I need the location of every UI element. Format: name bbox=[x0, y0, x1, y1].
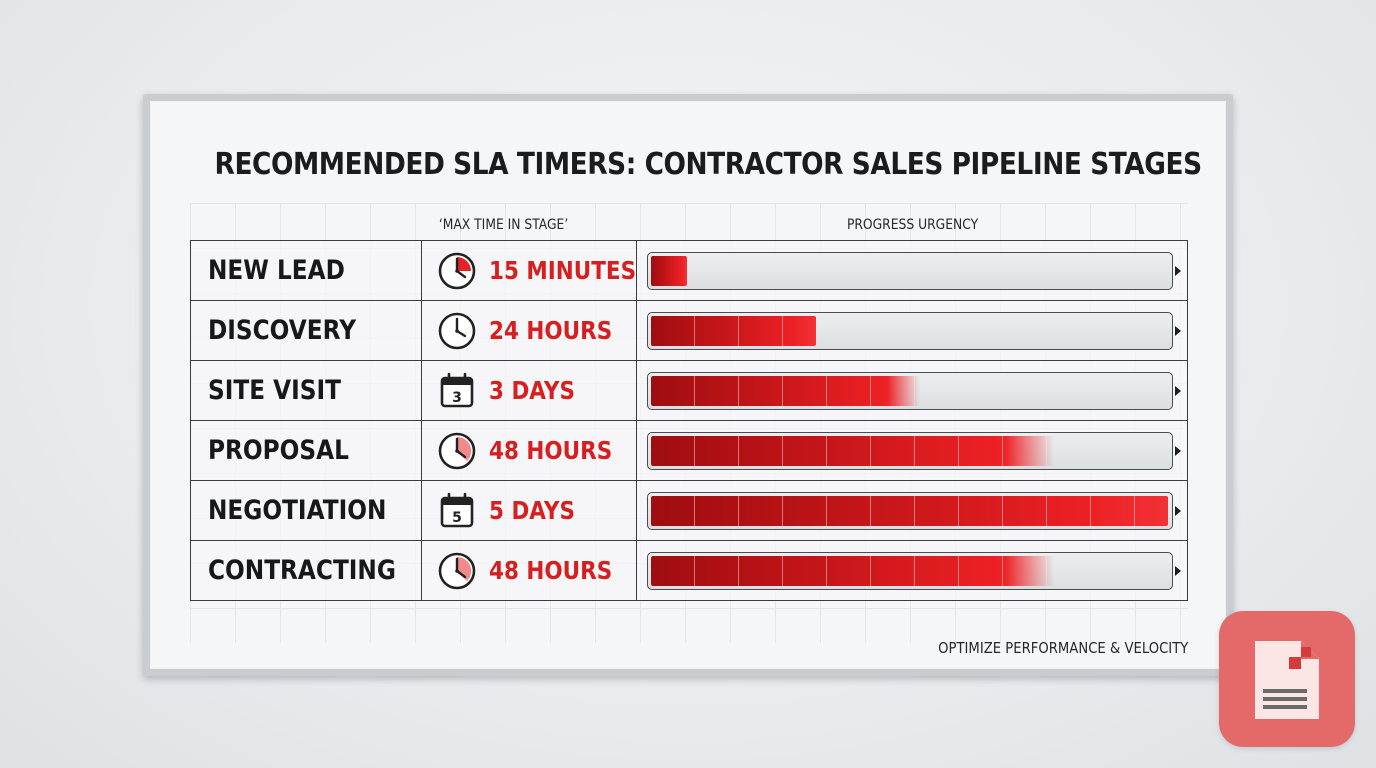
footer-tagline: OPTIMIZE PERFORMANCE & VELOCITY bbox=[937, 639, 1188, 657]
table-row: DISCOVERY 24 HOURS bbox=[191, 301, 1187, 361]
urgency-cell bbox=[637, 421, 1187, 480]
urgency-bar-fill bbox=[651, 315, 816, 346]
stage-cell: NEW LEAD bbox=[191, 241, 422, 300]
time-label: 5 DAYS bbox=[489, 496, 575, 525]
stage-label: NEW LEAD bbox=[208, 255, 345, 286]
time-label: 48 HOURS bbox=[489, 436, 613, 465]
urgency-bar-fill bbox=[651, 375, 920, 406]
stage-label: SITE VISIT bbox=[208, 375, 341, 406]
time-cell: 24 HOURS bbox=[422, 301, 637, 360]
stopwatch-icon bbox=[437, 251, 477, 291]
urgency-bar bbox=[647, 311, 1181, 350]
stage-cell: SITE VISIT bbox=[191, 361, 422, 420]
urgency-bar bbox=[647, 251, 1181, 290]
clock-icon bbox=[437, 311, 477, 351]
calendar-icon: 3 bbox=[437, 371, 477, 411]
urgency-bar bbox=[647, 371, 1181, 410]
stage-cell: PROPOSAL bbox=[191, 421, 422, 480]
time-cell: 15 MINUTES bbox=[422, 241, 637, 300]
stopwatch-icon bbox=[437, 431, 477, 471]
urgency-bar-fill bbox=[651, 435, 1054, 466]
time-cell: 48 HOURS bbox=[422, 541, 637, 600]
stage-label: CONTRACTING bbox=[208, 555, 396, 586]
urgency-cell bbox=[637, 541, 1187, 600]
stopwatch-icon bbox=[437, 551, 477, 591]
calendar-icon: 5 bbox=[437, 491, 477, 531]
table-row: CONTRACTING 48 HOURS bbox=[191, 541, 1187, 601]
urgency-cell bbox=[637, 241, 1187, 300]
column-header-max-time: ‘MAX TIME IN STAGE’ bbox=[438, 217, 569, 233]
calendar-day: 5 bbox=[452, 510, 462, 526]
time-label: 24 HOURS bbox=[489, 316, 613, 345]
stage-cell: DISCOVERY bbox=[191, 301, 422, 360]
urgency-bar-fill bbox=[651, 255, 687, 286]
page-title: RECOMMENDED SLA TIMERS: CONTRACTOR SALES… bbox=[214, 147, 1203, 182]
time-cell: 48 HOURS bbox=[422, 421, 637, 480]
time-label: 3 DAYS bbox=[489, 376, 575, 405]
stage-label: PROPOSAL bbox=[208, 435, 349, 466]
calendar-day: 3 bbox=[452, 390, 462, 406]
urgency-bar bbox=[647, 491, 1181, 530]
urgency-cell bbox=[637, 481, 1187, 540]
column-header-progress-urgency: PROGRESS URGENCY bbox=[846, 217, 979, 233]
stage-cell: NEGOTIATION bbox=[191, 481, 422, 540]
urgency-bar bbox=[647, 551, 1181, 590]
sla-board: RECOMMENDED SLA TIMERS: CONTRACTOR SALES… bbox=[143, 94, 1233, 676]
time-label: 48 HOURS bbox=[489, 556, 613, 585]
stage-label: NEGOTIATION bbox=[208, 495, 387, 526]
stage-label: DISCOVERY bbox=[208, 315, 357, 346]
table-row: PROPOSAL 48 HOURS bbox=[191, 421, 1187, 481]
sla-table: NEW LEAD 15 MINUTES bbox=[190, 240, 1188, 601]
urgency-bar-fill bbox=[651, 555, 1054, 586]
document-badge[interactable] bbox=[1219, 611, 1355, 747]
table-row: SITE VISIT 3 3 DAYS bbox=[191, 361, 1187, 421]
table-row: NEW LEAD 15 MINUTES bbox=[191, 241, 1187, 301]
time-cell: 3 3 DAYS bbox=[422, 361, 637, 420]
document-icon bbox=[1255, 641, 1319, 719]
stage-cell: CONTRACTING bbox=[191, 541, 422, 600]
table-row: NEGOTIATION 5 5 DAYS bbox=[191, 481, 1187, 541]
urgency-bar bbox=[647, 431, 1181, 470]
time-label: 15 MINUTES bbox=[489, 256, 637, 285]
urgency-cell bbox=[637, 301, 1187, 360]
urgency-cell bbox=[637, 361, 1187, 420]
urgency-bar-fill bbox=[651, 495, 1168, 526]
time-cell: 5 5 DAYS bbox=[422, 481, 637, 540]
